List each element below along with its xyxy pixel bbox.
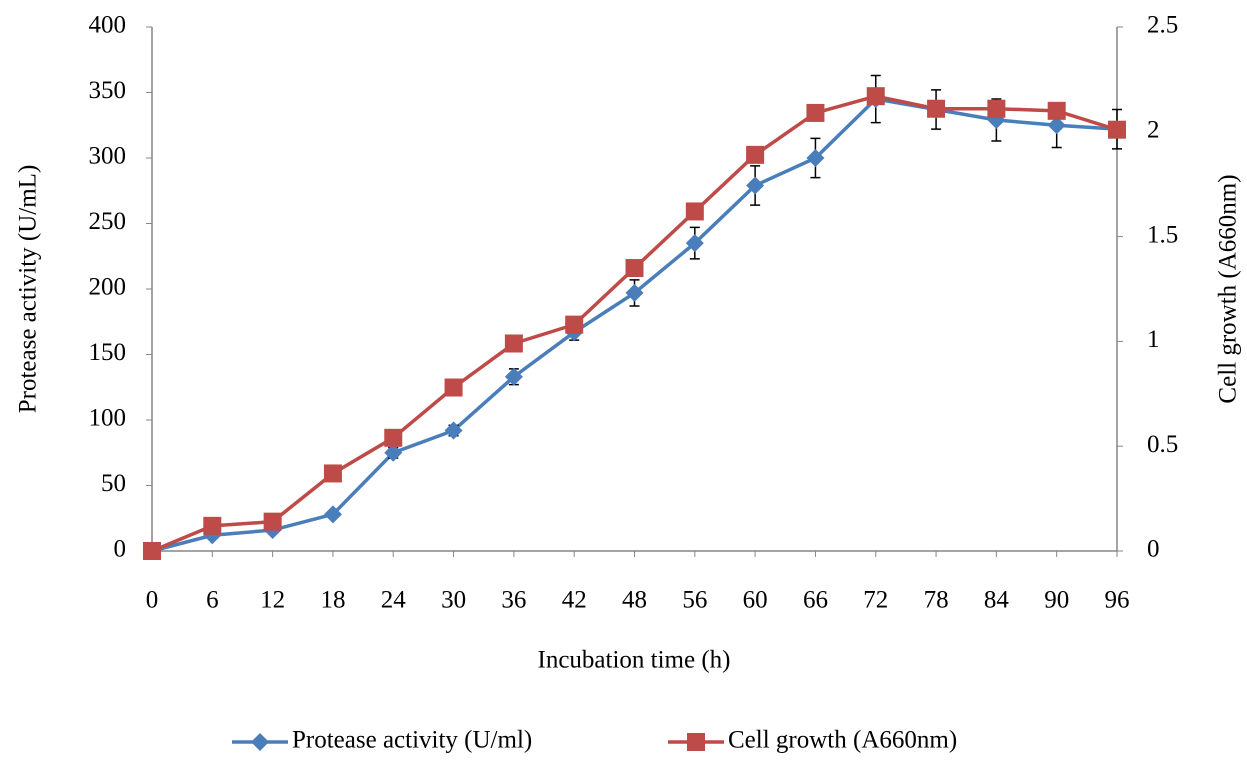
y-tick-label: 350 — [89, 77, 127, 104]
series-line — [151, 94, 1118, 553]
y2-tick-label: 2 — [1147, 117, 1160, 144]
point — [143, 542, 161, 560]
point — [866, 87, 885, 106]
x-tick-label: 84 — [984, 587, 1010, 614]
x-tick-label: 6 — [206, 587, 219, 614]
point — [384, 443, 403, 462]
point — [625, 283, 644, 302]
y2-tick-label: 1.5 — [1147, 221, 1178, 248]
point — [987, 99, 1006, 118]
point — [806, 103, 825, 122]
x-tick-label: 42 — [562, 587, 587, 614]
x-axis-label: Incubation time (h) — [538, 647, 731, 674]
y-tick-label: 0 — [114, 536, 127, 563]
point — [746, 145, 765, 164]
x-tick-label: 24 — [381, 587, 407, 614]
x-tick-label: 30 — [441, 587, 466, 614]
x-tick-label: 48 — [622, 587, 647, 614]
y-tick-label: 200 — [89, 274, 127, 301]
point — [203, 516, 222, 535]
x-tick-label: 78 — [924, 587, 949, 614]
point — [504, 367, 523, 386]
point — [927, 99, 946, 118]
point — [565, 315, 584, 334]
y-axis-label: Protease activity (U/mL) — [15, 165, 42, 414]
point — [685, 202, 704, 221]
point — [263, 512, 282, 531]
point — [625, 259, 644, 278]
point — [746, 176, 765, 195]
x-tick-label: 0 — [146, 587, 159, 614]
point — [1047, 101, 1066, 120]
point — [1047, 116, 1066, 135]
x-tick-label: 36 — [501, 587, 526, 614]
point — [504, 334, 523, 353]
point — [685, 234, 704, 253]
y2-tick-label: 0.5 — [1147, 431, 1178, 458]
x-tick-label: 60 — [743, 587, 768, 614]
point — [806, 149, 825, 167]
y2-tick-label: 2.5 — [1147, 12, 1178, 39]
y-tick-label: 400 — [89, 12, 127, 39]
y-tick-label: 100 — [89, 405, 127, 432]
y-tick-label: 150 — [89, 339, 127, 366]
series-line — [151, 97, 1118, 553]
y-tick-label: 300 — [89, 143, 127, 170]
y2-tick-label: 0 — [1147, 536, 1160, 563]
x-tick-label: 72 — [863, 587, 888, 614]
x-tick-label: 56 — [682, 587, 707, 614]
x-tick-label: 18 — [320, 587, 345, 614]
legend-marker — [687, 733, 705, 751]
point — [384, 428, 403, 447]
x-tick-label: 90 — [1044, 587, 1069, 614]
y-tick-label: 50 — [101, 470, 126, 497]
y2-axis-label: Cell growth (A660nm) — [1215, 174, 1242, 403]
x-tick-label: 12 — [260, 587, 285, 614]
legend-marker — [251, 733, 269, 751]
point — [444, 378, 463, 397]
legend-label: Cell growth (A660nm) — [728, 727, 957, 754]
y2-tick-label: 1 — [1147, 326, 1160, 353]
point — [323, 505, 342, 524]
x-tick-label: 96 — [1105, 587, 1130, 614]
y-tick-label: 250 — [89, 208, 127, 235]
legend-label: Protease activity (U/ml) — [292, 727, 532, 754]
point — [323, 464, 342, 483]
x-tick-label: 66 — [803, 587, 828, 614]
point — [444, 421, 463, 440]
point — [1108, 120, 1126, 139]
